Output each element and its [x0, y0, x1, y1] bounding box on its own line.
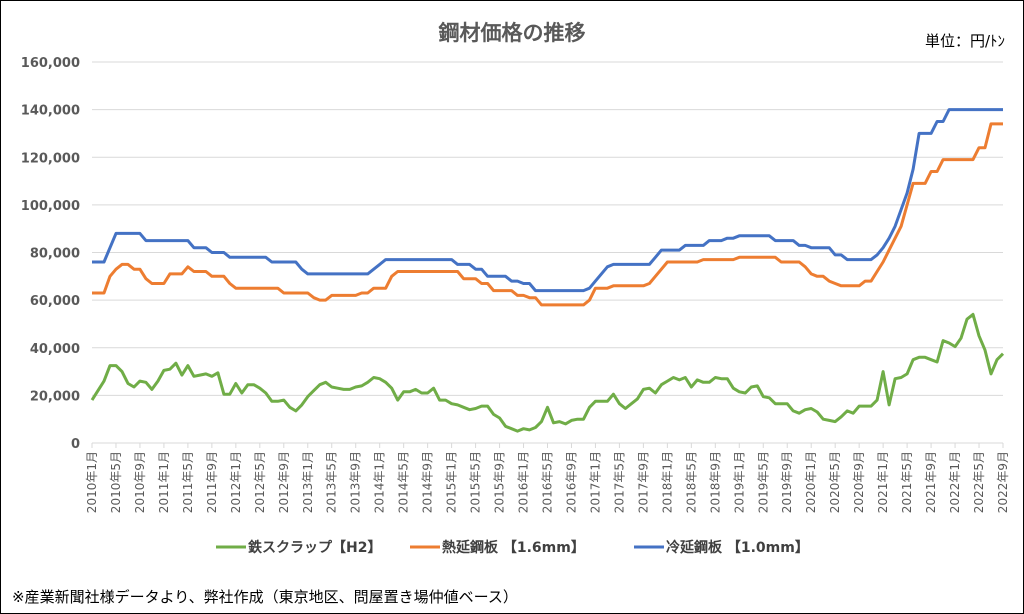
- x-tick-label: 2022年9月: [996, 451, 1010, 513]
- legend-label: 冷延鋼板 【1.0mm】: [666, 539, 809, 556]
- y-tick-label: 140,000: [21, 104, 80, 119]
- y-tick-label: 60,000: [30, 294, 80, 309]
- x-tick-label: 2021年5月: [900, 451, 914, 513]
- x-tick-label: 2012年5月: [253, 451, 267, 513]
- x-tick-label: 2018年9月: [708, 451, 722, 513]
- x-tick-label: 2010年9月: [133, 451, 147, 513]
- x-tick-label: 2016年9月: [564, 451, 578, 513]
- x-tick-label: 2011年5月: [181, 451, 195, 513]
- x-tick-label: 2020年5月: [828, 451, 842, 513]
- x-tick-label: 2015年5月: [469, 451, 483, 513]
- x-tick-label: 2019年1月: [732, 451, 746, 513]
- x-tick-label: 2011年1月: [157, 451, 171, 513]
- x-tick-label: 2019年9月: [780, 451, 794, 513]
- legend-item: 熱延鋼板 【1.6mm】: [410, 539, 585, 556]
- series-line-3: [92, 108, 1003, 293]
- y-tick-label: 80,000: [30, 247, 80, 262]
- x-tick-label: 2014年1月: [373, 451, 387, 513]
- legend-item: 冷延鋼板 【1.0mm】: [634, 539, 809, 556]
- y-tick-label: 120,000: [21, 151, 80, 166]
- legend-label: 鉄スクラップ【H2】: [248, 539, 381, 556]
- x-tick-label: 2016年1月: [517, 451, 531, 513]
- footnote: ※産業新聞社様データより、弊社作成（東京地区、問屋置き場仲値ベース）: [12, 588, 518, 606]
- chart-title: 鋼材価格の推移: [438, 21, 586, 45]
- x-tick-label: 2017年5月: [612, 451, 626, 513]
- x-tick-label: 2012年1月: [229, 451, 243, 513]
- unit-label: 単位：円/ﾄﾝ: [925, 32, 1005, 50]
- y-tick-label: 100,000: [21, 199, 80, 214]
- x-tick-label: 2011年9月: [205, 451, 219, 513]
- series-line-1: [90, 312, 1005, 433]
- x-tick-label: 2010年5月: [109, 451, 123, 513]
- y-tick-label: 40,000: [30, 342, 80, 357]
- x-tick-label: 2013年1月: [301, 451, 315, 513]
- x-tick-label: 2018年5月: [684, 451, 698, 513]
- series-line-2: [92, 122, 1003, 307]
- x-tick-label: 2022年5月: [972, 451, 986, 513]
- x-tick-label: 2014年5月: [397, 451, 411, 513]
- x-tick-label: 2016年5月: [541, 451, 555, 513]
- y-tick-label: 160,000: [21, 56, 80, 71]
- x-tick-label: 2021年9月: [924, 451, 938, 513]
- x-tick-label: 2010年1月: [85, 451, 99, 513]
- x-tick-label: 2012年9月: [277, 451, 291, 513]
- x-tick-label: 2022年1月: [948, 451, 962, 513]
- x-tick-label: 2017年9月: [636, 451, 650, 513]
- y-tick-label: 0: [71, 437, 80, 452]
- x-tick-label: 2021年1月: [876, 451, 890, 513]
- legend-item: 鉄スクラップ【H2】: [216, 539, 381, 556]
- x-tick-label: 2013年9月: [349, 451, 363, 513]
- x-tick-label: 2020年9月: [852, 451, 866, 513]
- x-tick-label: 2017年1月: [588, 451, 602, 513]
- x-tick-label: 2018年1月: [660, 451, 674, 513]
- x-tick-label: 2019年5月: [756, 451, 770, 513]
- x-tick-label: 2014年9月: [421, 451, 435, 513]
- y-tick-label: 20,000: [30, 389, 80, 404]
- legend-label: 熱延鋼板 【1.6mm】: [442, 539, 585, 556]
- x-tick-label: 2015年1月: [445, 451, 459, 513]
- x-tick-label: 2015年9月: [493, 451, 507, 513]
- x-tick-label: 2020年1月: [804, 451, 818, 513]
- x-tick-label: 2013年5月: [325, 451, 339, 513]
